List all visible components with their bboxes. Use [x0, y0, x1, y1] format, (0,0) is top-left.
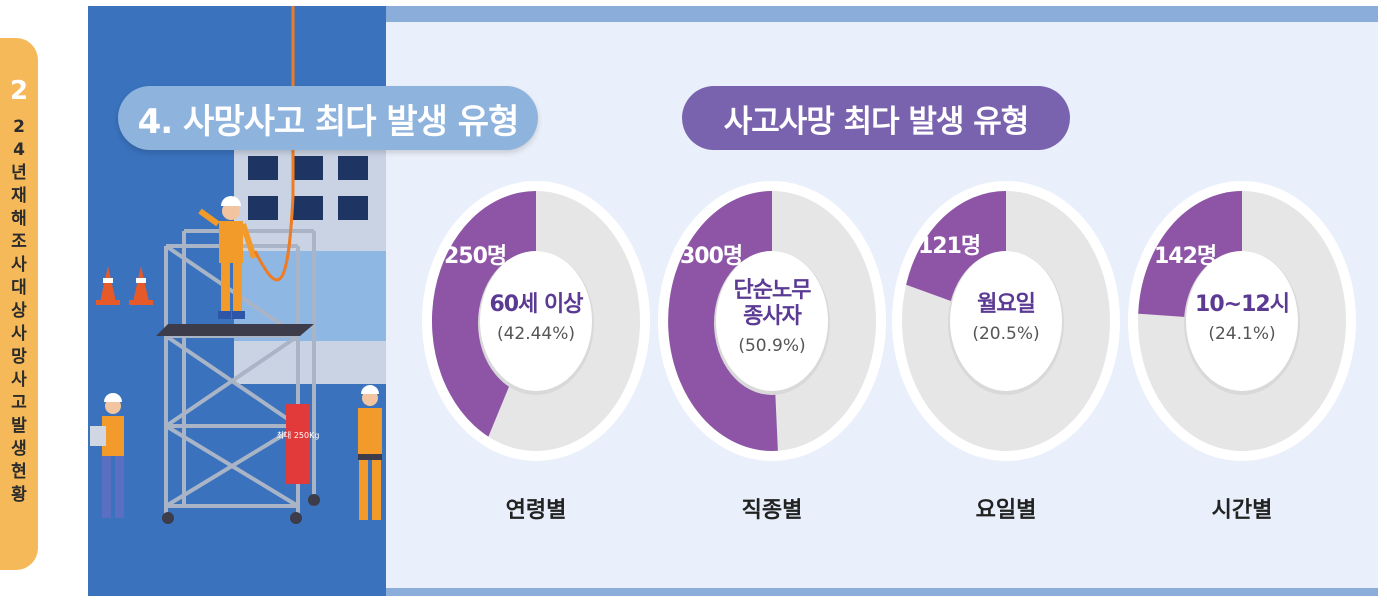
- donut-center-label: 월요일 (20.5%): [890, 292, 1122, 344]
- chapter-title: 24년 재해조사 대상 사망사고 발생현황: [11, 117, 27, 505]
- count-label: 300명: [680, 244, 743, 269]
- highlight-label: 60세 이상: [489, 292, 584, 317]
- highlight-label: 단순노무: [733, 278, 812, 303]
- highlight-label: 종사자: [743, 304, 802, 329]
- donut-center-label: 60세 이상 (42.44%): [420, 292, 652, 344]
- percent-label: (42.44%): [496, 324, 576, 344]
- highlight-label: 10~12시: [1195, 292, 1290, 317]
- category-label: 직종별: [741, 498, 803, 523]
- percent-label: (24.1%): [1208, 324, 1276, 344]
- donut-hole: [1186, 251, 1298, 391]
- donut-hole: [480, 251, 592, 391]
- percent-label: (20.5%): [972, 324, 1040, 344]
- percent-label: (50.9%): [738, 336, 806, 356]
- count-label: 121명: [918, 234, 981, 259]
- donut-chart: 250명 60세 이상 (42.44%): [420, 180, 652, 462]
- count-label: 250명: [444, 244, 507, 269]
- category-label: 연령별: [505, 498, 567, 523]
- donut-hole: [950, 251, 1062, 391]
- donut-center-label: 단순노무 종사자 (50.9%): [656, 278, 888, 356]
- section-subtitle: 사고사망 최다 발생 유형: [682, 86, 1070, 150]
- count-label: 142명: [1154, 244, 1217, 269]
- donut-hole: [716, 251, 828, 391]
- donut-center-label: 10~12시 (24.1%): [1126, 292, 1358, 344]
- construction-worker-illustration: 최대 250Kg: [90, 6, 386, 524]
- category-label: 요일별: [975, 498, 1037, 523]
- section-title: 4. 사망사고 최다 발생 유형: [118, 86, 538, 150]
- chapter-side-tab: 2 24년 재해조사 대상 사망사고 발생현황: [0, 38, 38, 570]
- chapter-number: 2: [9, 76, 29, 106]
- donut-chart: 142명 10~12시 (24.1%): [1126, 180, 1358, 462]
- highlight-label: 월요일: [977, 292, 1036, 317]
- load-sign: 최대 250Kg: [277, 430, 320, 440]
- category-label: 시간별: [1211, 498, 1273, 523]
